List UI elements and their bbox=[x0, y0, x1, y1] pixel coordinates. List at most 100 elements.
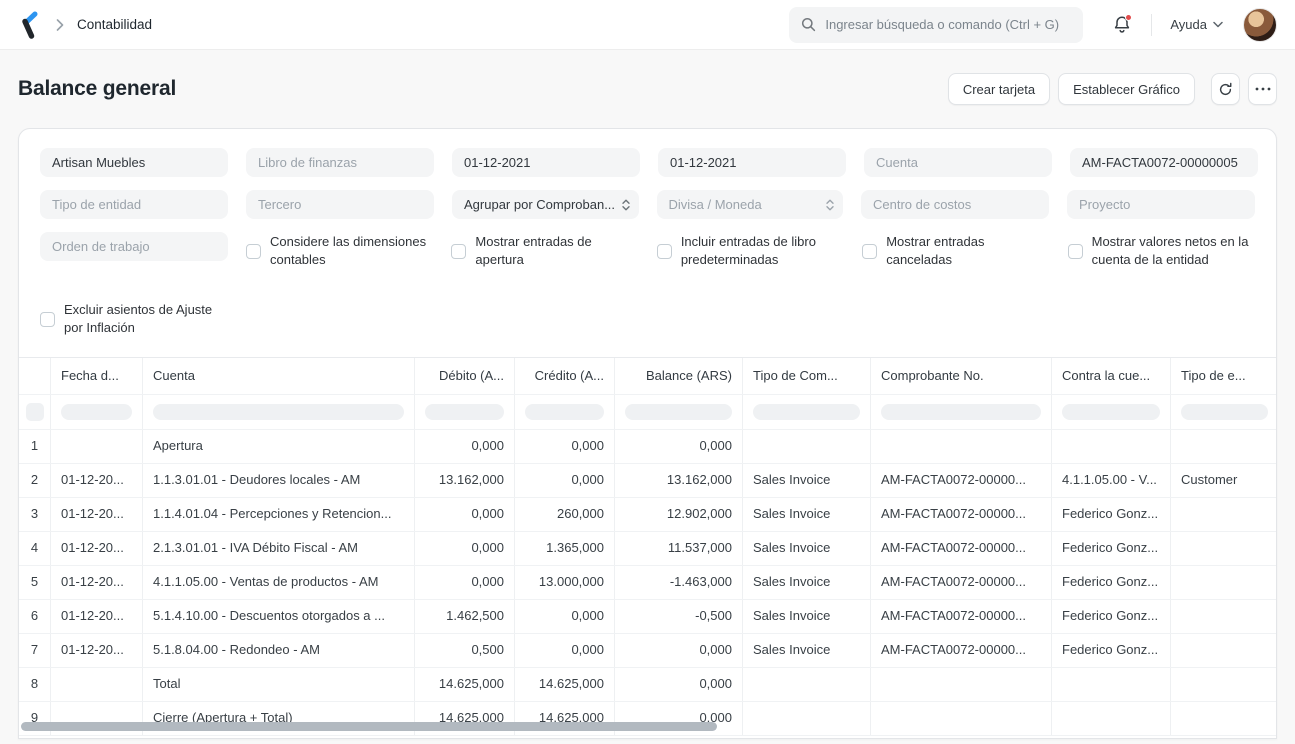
column-header-debit[interactable]: Débito (A... bbox=[415, 358, 515, 394]
exclude-inflation-checkbox[interactable] bbox=[40, 311, 55, 327]
posting-date-cell[interactable]: 01-12-20... bbox=[51, 600, 143, 633]
checkbox-opening-entries[interactable]: Mostrar entradas de apertura bbox=[451, 232, 638, 269]
against-account-cell[interactable] bbox=[1052, 430, 1171, 463]
account-cell[interactable]: Apertura bbox=[143, 430, 415, 463]
group-by-select[interactable]: Agrupar por Comproban... bbox=[452, 190, 639, 219]
party-type-cell[interactable] bbox=[1171, 430, 1276, 463]
balance-cell[interactable]: 13.162,000 bbox=[615, 464, 743, 497]
voucher-no-cell[interactable]: AM-FACTA0072-00000... bbox=[871, 566, 1052, 599]
column-header-rownum[interactable] bbox=[19, 358, 51, 394]
voucher-no-cell[interactable]: AM-FACTA0072-00000... bbox=[871, 532, 1052, 565]
party-type-cell[interactable] bbox=[1171, 498, 1276, 531]
column-filter-input[interactable] bbox=[1062, 404, 1160, 420]
accounting-dimensions-checkbox[interactable] bbox=[246, 243, 261, 259]
column-header-account[interactable]: Cuenta bbox=[143, 358, 415, 394]
credit-cell[interactable]: 0,000 bbox=[515, 600, 615, 633]
voucher-type-cell[interactable]: Sales Invoice bbox=[743, 600, 871, 633]
party-type-filter[interactable] bbox=[40, 190, 228, 219]
column-filter-input[interactable] bbox=[425, 404, 504, 420]
voucher-type-cell[interactable] bbox=[743, 430, 871, 463]
voucher-type-cell[interactable]: Sales Invoice bbox=[743, 532, 871, 565]
balance-cell[interactable]: 12.902,000 bbox=[615, 498, 743, 531]
balance-cell[interactable]: 0,000 bbox=[615, 702, 743, 735]
column-header-against-account[interactable]: Contra la cue... bbox=[1052, 358, 1171, 394]
debit-cell[interactable]: 0,000 bbox=[415, 566, 515, 599]
credit-cell[interactable]: 13.000,000 bbox=[515, 566, 615, 599]
company-filter[interactable] bbox=[40, 148, 228, 177]
account-cell[interactable]: 5.1.8.04.00 - Redondeo - AM bbox=[143, 634, 415, 667]
global-search[interactable] bbox=[789, 6, 1084, 43]
credit-cell[interactable]: 14.625,000 bbox=[515, 702, 615, 735]
party-type-cell[interactable] bbox=[1171, 668, 1276, 701]
set-chart-button[interactable]: Establecer Gráfico bbox=[1058, 73, 1195, 105]
voucher-no-cell[interactable] bbox=[871, 702, 1052, 735]
account-cell[interactable]: 2.1.3.01.01 - IVA Débito Fiscal - AM bbox=[143, 532, 415, 565]
credit-cell[interactable]: 0,000 bbox=[515, 464, 615, 497]
debit-cell[interactable]: 0,000 bbox=[415, 430, 515, 463]
voucher-no-cell[interactable]: AM-FACTA0072-00000... bbox=[871, 634, 1052, 667]
against-account-cell[interactable]: Federico Gonz... bbox=[1052, 532, 1171, 565]
checkbox-accounting-dimensions[interactable]: Considere las dimensiones contables bbox=[246, 232, 433, 269]
finance-book-filter[interactable] bbox=[246, 148, 434, 177]
against-account-cell[interactable]: 4.1.1.05.00 - V... bbox=[1052, 464, 1171, 497]
voucher-type-cell[interactable]: Sales Invoice bbox=[743, 464, 871, 497]
debit-cell[interactable]: 14.625,000 bbox=[415, 668, 515, 701]
column-header-voucher-type[interactable]: Tipo de Com... bbox=[743, 358, 871, 394]
voucher-type-cell[interactable] bbox=[743, 702, 871, 735]
column-filter-input[interactable] bbox=[1181, 404, 1268, 420]
party-filter[interactable] bbox=[246, 190, 434, 219]
to-date-filter[interactable] bbox=[658, 148, 846, 177]
against-account-cell[interactable]: Federico Gonz... bbox=[1052, 498, 1171, 531]
account-cell[interactable]: 1.1.3.01.01 - Deudores locales - AM bbox=[143, 464, 415, 497]
cancelled-entries-checkbox[interactable] bbox=[862, 243, 878, 259]
voucher-type-cell[interactable]: Sales Invoice bbox=[743, 498, 871, 531]
posting-date-cell[interactable]: 01-12-20... bbox=[51, 464, 143, 497]
voucher-no-cell[interactable]: AM-FACTA0072-00000... bbox=[871, 600, 1052, 633]
column-header-balance[interactable]: Balance (ARS) bbox=[615, 358, 743, 394]
debit-cell[interactable]: 0,000 bbox=[415, 532, 515, 565]
account-cell[interactable]: Total bbox=[143, 668, 415, 701]
against-account-cell[interactable]: Federico Gonz... bbox=[1052, 600, 1171, 633]
account-filter[interactable] bbox=[864, 148, 1052, 177]
more-options-button[interactable] bbox=[1248, 73, 1277, 105]
checkbox-default-book-entries[interactable]: Incluir entradas de libro predeterminada… bbox=[656, 232, 844, 269]
party-type-cell[interactable] bbox=[1171, 702, 1276, 735]
column-filter-input[interactable] bbox=[153, 404, 404, 420]
balance-cell[interactable]: 0,000 bbox=[615, 668, 743, 701]
against-account-cell[interactable] bbox=[1052, 668, 1171, 701]
work-order-filter[interactable] bbox=[40, 232, 228, 261]
currency-select[interactable]: Divisa / Moneda bbox=[656, 190, 843, 219]
credit-cell[interactable]: 260,000 bbox=[515, 498, 615, 531]
column-filter-input[interactable] bbox=[753, 404, 860, 420]
credit-cell[interactable]: 0,000 bbox=[515, 634, 615, 667]
posting-date-cell[interactable]: 01-12-20... bbox=[51, 566, 143, 599]
posting-date-cell[interactable] bbox=[51, 668, 143, 701]
column-header-party-type[interactable]: Tipo de e... bbox=[1181, 368, 1246, 383]
posting-date-cell[interactable]: 01-12-20... bbox=[51, 532, 143, 565]
balance-cell[interactable]: 11.537,000 bbox=[615, 532, 743, 565]
notifications-button[interactable] bbox=[1113, 14, 1133, 34]
net-values-checkbox[interactable] bbox=[1067, 243, 1083, 259]
credit-cell[interactable]: 1.365,000 bbox=[515, 532, 615, 565]
voucher-type-cell[interactable]: Sales Invoice bbox=[743, 566, 871, 599]
balance-cell[interactable]: -1.463,000 bbox=[615, 566, 743, 599]
voucher-no-cell[interactable]: AM-FACTA0072-00000... bbox=[871, 464, 1052, 497]
balance-cell[interactable]: 0,000 bbox=[615, 634, 743, 667]
voucher-type-cell[interactable] bbox=[743, 668, 871, 701]
party-type-cell[interactable] bbox=[1171, 634, 1276, 667]
checkbox-exclude-inflation[interactable]: Excluir asientos de Ajuste por Inflación bbox=[40, 300, 228, 337]
party-type-cell[interactable] bbox=[1171, 600, 1276, 633]
debit-cell[interactable]: 13.162,000 bbox=[415, 464, 515, 497]
column-filter-input[interactable] bbox=[625, 404, 732, 420]
against-account-cell[interactable]: Federico Gonz... bbox=[1052, 634, 1171, 667]
against-account-cell[interactable] bbox=[1052, 702, 1171, 735]
create-card-button[interactable]: Crear tarjeta bbox=[947, 73, 1051, 105]
against-account-cell[interactable]: Federico Gonz... bbox=[1052, 566, 1171, 599]
posting-date-cell[interactable] bbox=[51, 702, 143, 735]
from-date-filter[interactable] bbox=[452, 148, 640, 177]
checkbox-cancelled-entries[interactable]: Mostrar entradas canceladas bbox=[862, 232, 1049, 269]
checkbox-net-values[interactable]: Mostrar valores netos en la cuenta de la… bbox=[1067, 232, 1255, 269]
voucher-no-filter[interactable] bbox=[1070, 148, 1258, 177]
project-filter[interactable] bbox=[1067, 190, 1255, 219]
account-cell[interactable]: 5.1.4.10.00 - Descuentos otorgados a ... bbox=[143, 600, 415, 633]
